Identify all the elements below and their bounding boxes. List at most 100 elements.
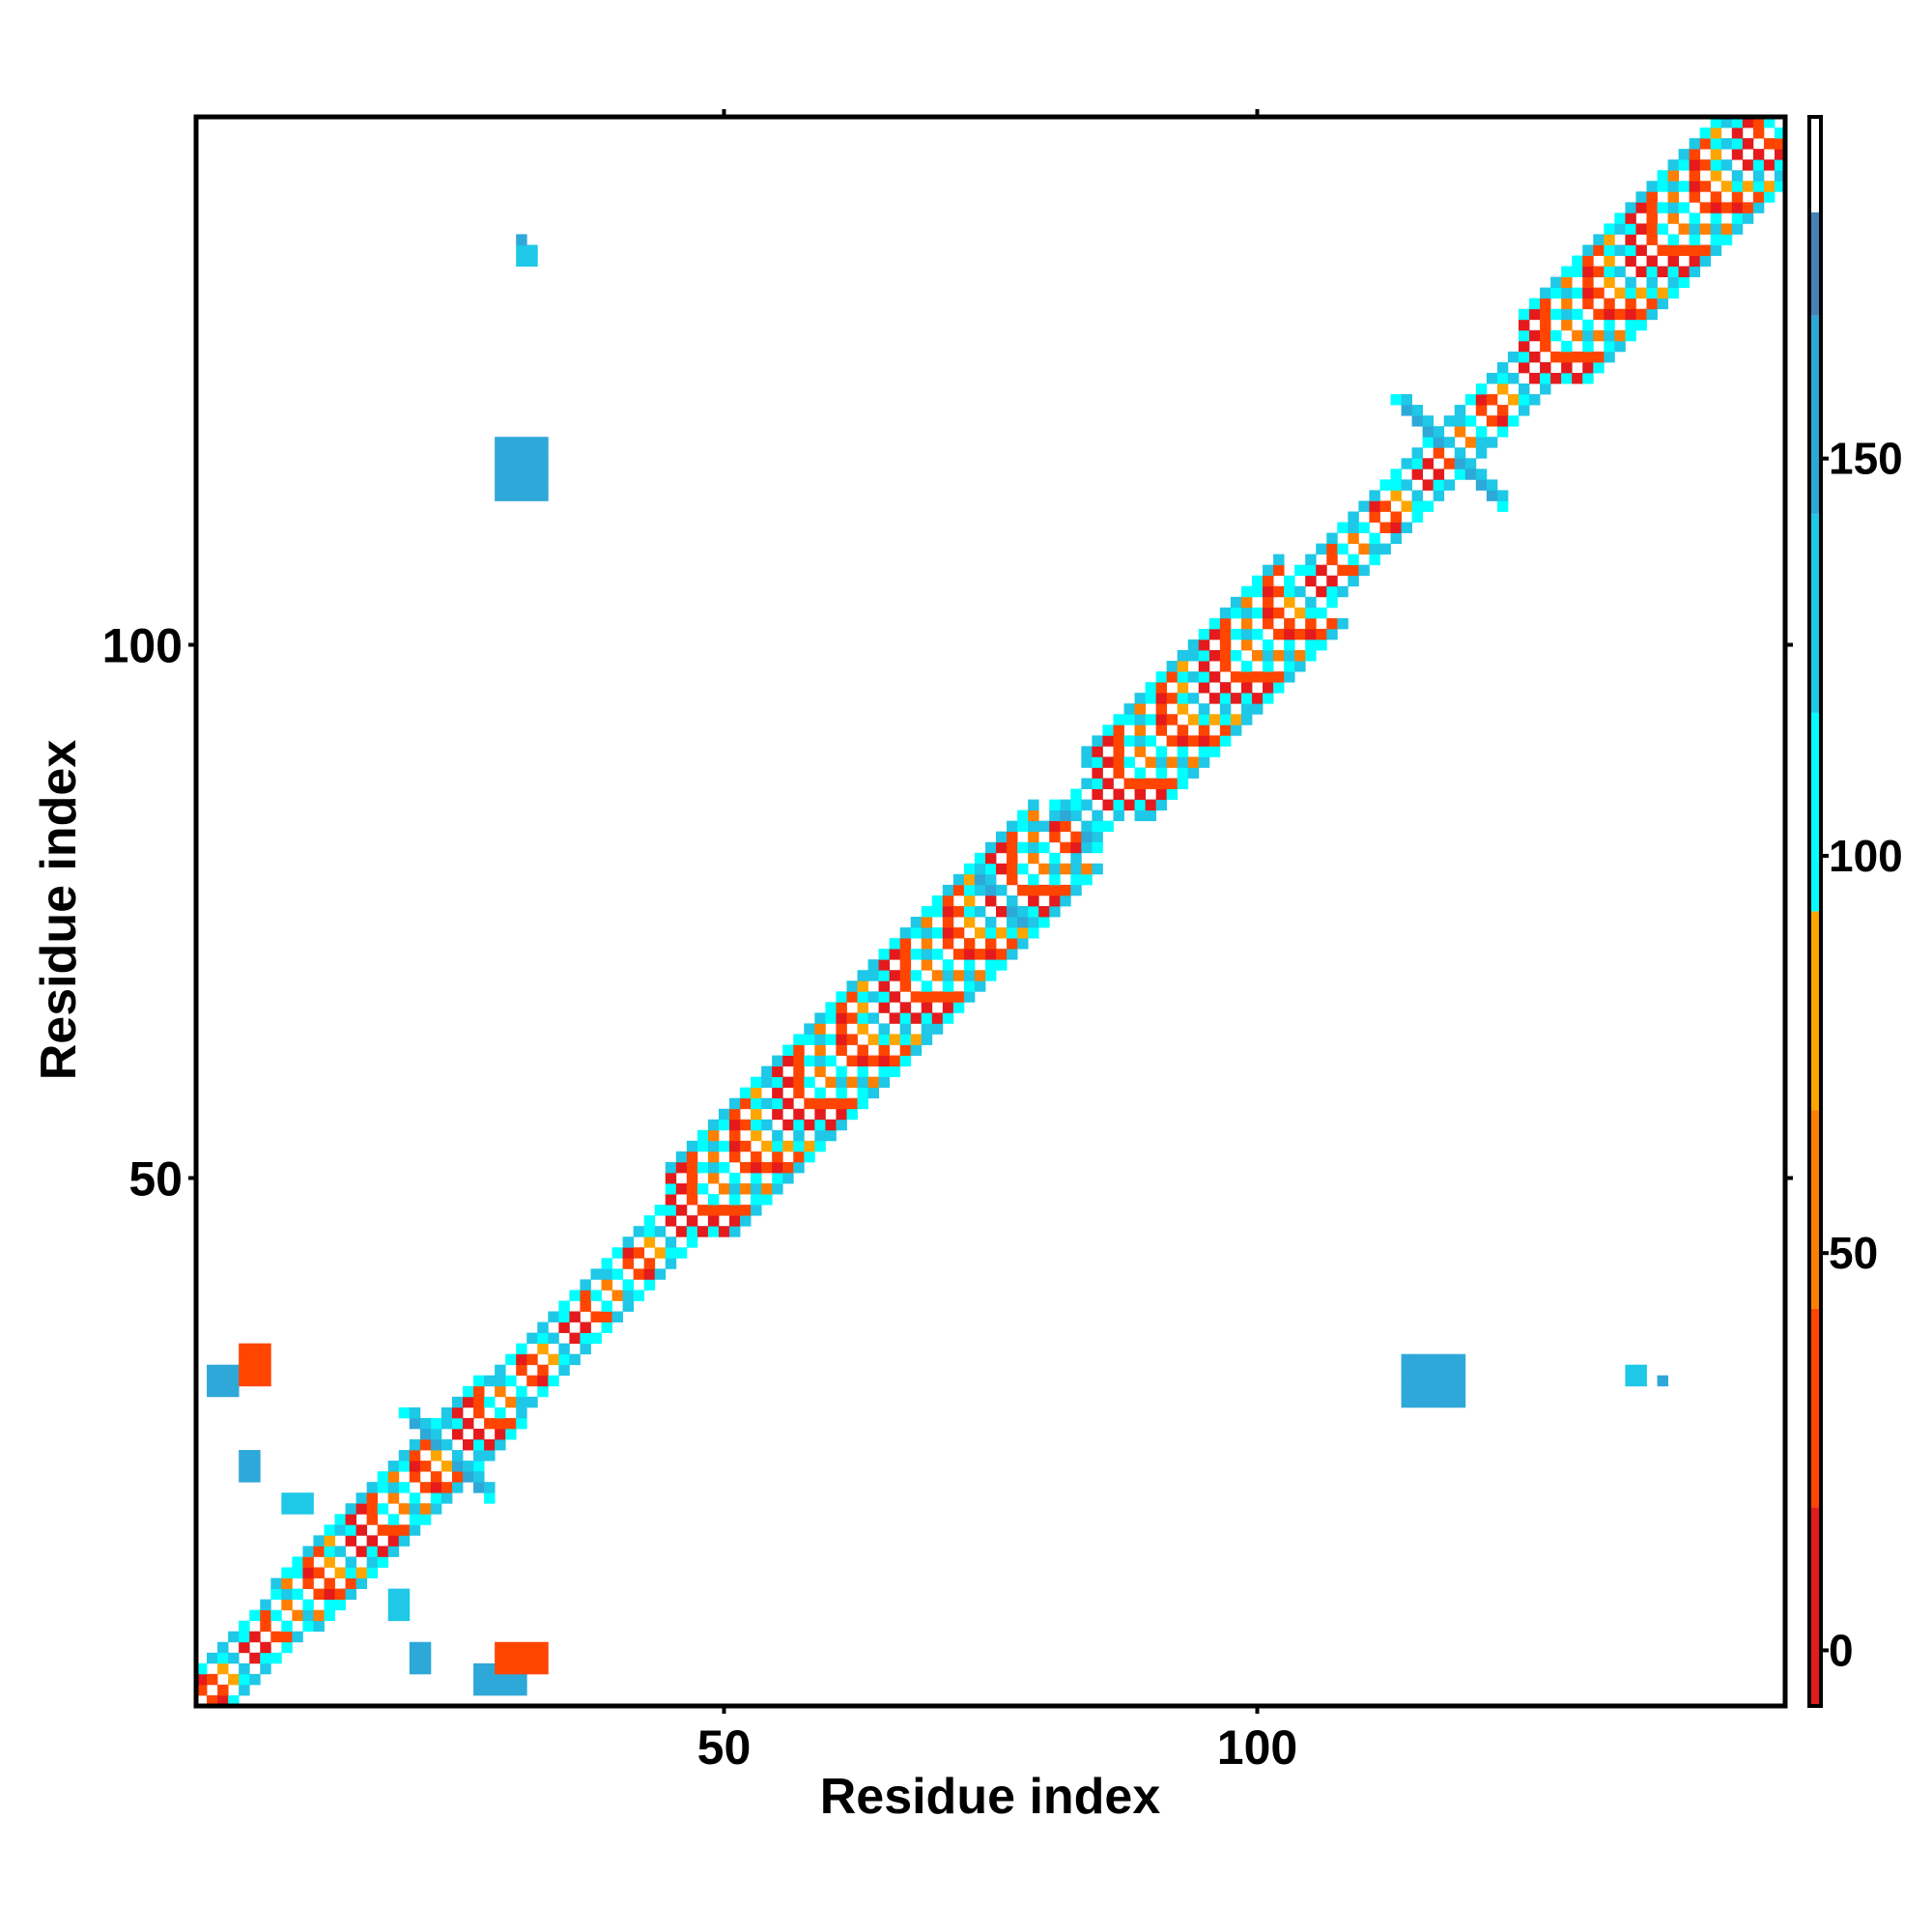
heatmap-cell <box>1369 490 1380 501</box>
heatmap-cell <box>1284 585 1295 598</box>
heatmap-cell <box>1177 746 1189 757</box>
heatmap-cell <box>942 905 954 918</box>
heatmap-cell <box>1145 810 1157 822</box>
heatmap-cell <box>1720 202 1733 213</box>
heatmap-cell <box>686 1226 698 1237</box>
heatmap-cell <box>1177 756 1189 768</box>
heatmap-cell <box>302 1567 314 1578</box>
heatmap-cell <box>419 1417 432 1430</box>
heatmap-cell <box>1572 287 1583 299</box>
heatmap-cell <box>1358 500 1370 512</box>
heatmap-cell <box>387 1546 400 1557</box>
heatmap-cell <box>1657 287 1668 299</box>
heatmap-cell <box>696 1161 709 1174</box>
heatmap-cell <box>878 970 891 981</box>
heatmap-cell <box>1070 788 1082 800</box>
heatmap-cell <box>899 1044 912 1056</box>
heatmap-cell <box>1177 703 1189 715</box>
heatmap-cell <box>643 1215 656 1227</box>
heatmap-cell <box>665 1247 677 1259</box>
heatmap-cell <box>590 1268 602 1280</box>
heatmap-cell <box>1240 693 1253 704</box>
x-axis-title: Residue index <box>820 1769 1161 1825</box>
heatmap-cell <box>505 490 517 501</box>
heatmap-cell <box>270 1652 282 1664</box>
heatmap-cell <box>1518 351 1530 363</box>
heatmap-cell <box>398 1406 411 1419</box>
heatmap-cell <box>1689 223 1701 235</box>
heatmap-cell <box>1443 1375 1456 1387</box>
heatmap-cell <box>963 991 976 1003</box>
heatmap-cell <box>1625 308 1636 321</box>
heatmap-cell <box>963 863 976 875</box>
heatmap-cell <box>516 255 527 267</box>
heatmap-cell <box>270 1609 282 1622</box>
heatmap-cell <box>526 1396 538 1408</box>
heatmap-cell <box>1752 149 1765 160</box>
heatmap-cell <box>1070 852 1082 865</box>
heatmap-cell <box>1219 607 1232 619</box>
heatmap-cell <box>1774 128 1786 139</box>
heatmap-cell <box>366 1514 379 1525</box>
heatmap-cell <box>1049 852 1061 865</box>
heatmap-cell <box>409 1652 421 1664</box>
heatmap-cell <box>942 970 954 981</box>
heatmap-cell <box>590 1290 602 1301</box>
heatmap-cell <box>772 1129 783 1142</box>
heatmap-cell <box>707 1151 720 1163</box>
heatmap-cell <box>1081 756 1093 768</box>
heatmap-cell <box>451 1396 464 1408</box>
heatmap-cell <box>857 1012 868 1024</box>
heatmap-cell <box>1134 778 1146 789</box>
heatmap-cell <box>1113 767 1124 779</box>
heatmap-cell <box>814 1087 826 1099</box>
heatmap-cell <box>505 1353 517 1366</box>
heatmap-cell <box>302 1577 314 1589</box>
heatmap-cell <box>1593 244 1605 256</box>
heatmap-cell <box>1070 799 1082 811</box>
heatmap-cell <box>526 458 538 469</box>
heatmap-cell <box>1464 394 1477 406</box>
heatmap-cell <box>836 1034 847 1045</box>
heatmap-cell <box>516 458 527 469</box>
x-axis-ticks: 50 100 <box>697 109 1297 1775</box>
heatmap-cell <box>1752 170 1765 182</box>
heatmap-cell <box>1561 276 1573 289</box>
heatmap-cell <box>1486 479 1498 491</box>
heatmap-cell <box>793 1055 805 1066</box>
heatmap-cell <box>398 1599 411 1611</box>
heatmap-cell <box>878 991 891 1003</box>
heatmap-cell <box>1007 917 1018 928</box>
heatmap-cell <box>1614 329 1626 342</box>
heatmap-cell <box>1145 714 1157 725</box>
heatmap-cell <box>526 1353 538 1366</box>
heatmap-cell <box>1742 202 1754 213</box>
heatmap-cell <box>921 917 933 928</box>
heatmap-cell <box>952 1002 965 1013</box>
heatmap-cell <box>675 1183 688 1195</box>
heatmap-cell <box>1007 895 1018 907</box>
heatmap-cell <box>1720 223 1733 235</box>
heatmap-cell <box>1049 895 1061 907</box>
heatmap-cell <box>537 458 549 469</box>
heatmap-cell <box>984 895 997 907</box>
heatmap-cell <box>772 1087 783 1099</box>
heatmap-cell <box>537 1332 549 1345</box>
colorbar-band <box>1809 1110 1821 1309</box>
heatmap-cell <box>1049 820 1061 833</box>
heatmap-cell <box>899 1055 912 1066</box>
heatmap-cell <box>1540 329 1551 342</box>
heatmap-cell <box>867 1087 879 1099</box>
heatmap-cell <box>1028 841 1039 854</box>
heatmap-cell <box>1251 671 1264 683</box>
heatmap-cell <box>1678 202 1690 213</box>
heatmap-cell <box>249 1652 261 1664</box>
y-axis-ticks: 50 100 <box>102 618 1793 1207</box>
heatmap-cell <box>302 1620 314 1633</box>
heatmap-cell <box>707 1140 720 1152</box>
heatmap-cell <box>1273 554 1285 566</box>
heatmap-cell <box>1774 159 1786 171</box>
heatmap-cell <box>1219 617 1232 630</box>
heatmap-cell <box>1240 639 1253 651</box>
heatmap-cell <box>1433 1385 1445 1398</box>
